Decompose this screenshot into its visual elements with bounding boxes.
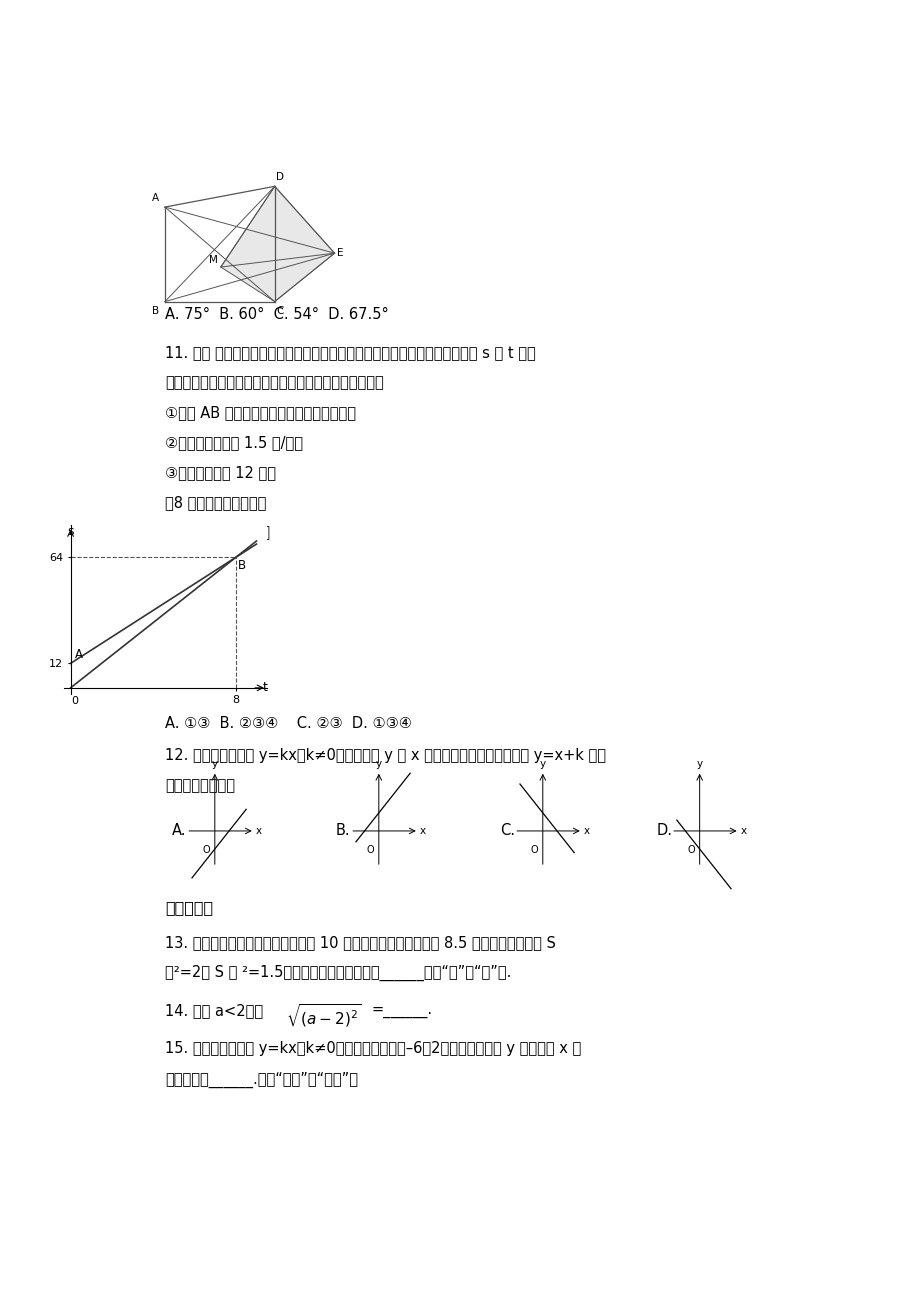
Text: 二、填空题: 二、填空题 [165,900,213,915]
Text: E: E [337,249,344,258]
Text: A: A [74,648,83,661]
Text: B: B [152,306,159,315]
Text: y: y [375,759,381,768]
Text: C: C [276,306,283,315]
Text: x: x [420,825,425,836]
Text: 0: 0 [71,697,78,706]
Text: O: O [367,845,374,855]
Text: $\sqrt{(a-2)^2}$: $\sqrt{(a-2)^2}$ [286,1004,361,1030]
Text: 15. 已知正比例函数 y=kx（k≠0）的图象经过点（–6，2），那么函数值 y 随自变量 x 的: 15. 已知正比例函数 y=kx（k≠0）的图象经过点（–6，2），那么函数值 … [165,1042,581,1056]
Text: 11. 如图 图中的两条射线分别表示甲、乙两名同学运动的一次函数图象，图中 s 和 t 分别: 11. 如图 图中的两条射线分别表示甲、乙两名同学运动的一次函数图象，图中 s … [165,345,535,359]
Text: ⑃8 秒钟后，甲超过了乙: ⑃8 秒钟后，甲超过了乙 [165,495,266,510]
Text: D.: D. [656,823,672,838]
Text: D: D [276,172,284,182]
Text: M: M [209,255,218,264]
Text: s: s [67,525,74,538]
Text: t: t [263,681,267,694]
Text: 甲²=2， S 乙 ²=1.5，则射击成绩较稳定的是______（填“甲”或“乙”）.: 甲²=2， S 乙 ²=1.5，则射击成绩较稳定的是______（填“甲”或“乙… [165,965,511,982]
Text: x: x [584,825,590,836]
Text: ②甲的速度比乙快 1.5 米/秒；: ②甲的速度比乙快 1.5 米/秒； [165,435,302,450]
Text: ①射线 AB 表示甲的路程与时间的函数关系；: ①射线 AB 表示甲的路程与时间的函数关系； [165,405,356,419]
Polygon shape [221,186,335,302]
Text: O: O [203,845,210,855]
Text: y: y [539,759,545,768]
Text: 12. 已知正比例函数 y=kx（k≠0）的函数值 y 随 x 的增大而减小，则一次函数 y=x+k 的图: 12. 已知正比例函数 y=kx（k≠0）的函数值 y 随 x 的增大而减小，则… [165,747,606,763]
Text: 14. 已知 a<2，则: 14. 已知 a<2，则 [165,1004,263,1018]
Text: y: y [696,759,702,768]
Text: O: O [530,845,538,855]
Text: A: A [152,193,159,203]
Text: B.: B. [335,823,350,838]
Text: 象大致是（　　）: 象大致是（ ） [165,777,234,793]
Text: A.: A. [172,823,187,838]
Text: O: O [687,845,695,855]
Text: B: B [238,560,245,573]
Text: A. 75°  B. 60°  C. 54°  D. 67.5°: A. 75° B. 60° C. 54° D. 67.5° [165,307,388,322]
Text: 表示运动路程和时间，已知甲的速度比乙快，下列说法：: 表示运动路程和时间，已知甲的速度比乙快，下列说法： [165,375,383,389]
Text: y: y [211,759,218,768]
Text: =______.: =______. [371,1004,432,1018]
Text: A. ①③  B. ②③④    C. ②③  D. ①③④: A. ①③ B. ②③④ C. ②③ D. ①③④ [165,716,412,730]
Text: 値的增大而______.（填“增大”或“减小”）: 値的增大而______.（填“增大”或“减小”） [165,1072,357,1087]
Text: x: x [255,825,262,836]
Text: C.: C. [500,823,515,838]
Text: 13. 甲、乙两人进行射击测试，每人 10 次射击成绩的平均数都是 8.5 环，方差分别是： S: 13. 甲、乙两人进行射击测试，每人 10 次射击成绩的平均数都是 8.5 环，… [165,935,555,950]
Text: 其中正确的说法是（　　）: 其中正确的说法是（ ） [165,525,269,540]
Text: ③甲让乙先跑了 12 米；: ③甲让乙先跑了 12 米； [165,465,276,480]
Text: x: x [740,825,746,836]
